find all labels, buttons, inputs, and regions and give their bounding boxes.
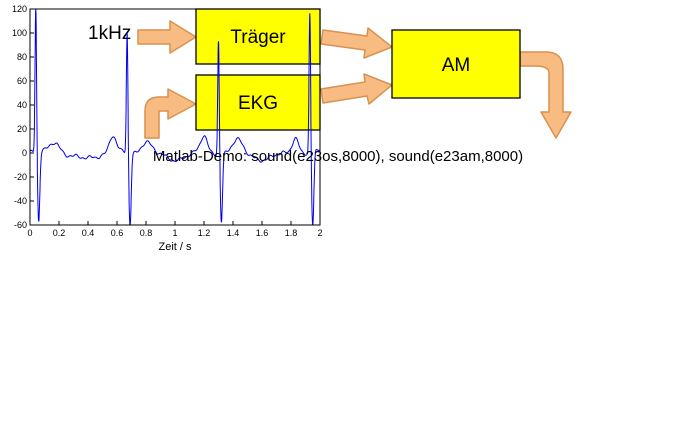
x-tick-label: 0.8 <box>140 228 153 238</box>
x-tick-label: 2 <box>317 228 322 238</box>
y-tick-label: 20 <box>17 124 27 134</box>
ekg-box <box>195 74 321 131</box>
ekg-block-label: EKG <box>238 93 278 114</box>
am-box <box>391 29 521 99</box>
ekg-plot: 0 0.2 0.4 0.6 0.8 1 1.2 1.4 1.6 1.8 2 -60 -40 -20 0 20 4… <box>12 4 323 252</box>
x-tick-label: 1.2 <box>198 228 211 238</box>
arrow-1khz-to-traeger <box>137 20 197 54</box>
x-tick-label: 0 <box>27 228 32 238</box>
axis-box <box>29 8 321 226</box>
arrow-ekg-input <box>144 88 197 139</box>
x-tick-label: 0.2 <box>53 228 66 238</box>
ekg-waveform <box>30 9 320 225</box>
x-tick-label: 1.8 <box>285 228 298 238</box>
y-tick-label: 40 <box>17 100 27 110</box>
y-tick-label: -20 <box>14 172 27 182</box>
traeger-box <box>195 8 321 65</box>
arrow-am-output <box>519 51 572 139</box>
arrow-traeger-to-am <box>320 27 393 59</box>
y-tick-label: 80 <box>17 52 27 62</box>
x-tick-label: 1.4 <box>227 228 240 238</box>
y-tick-label: -40 <box>14 196 27 206</box>
y-tick-label: 0 <box>22 148 27 158</box>
block-diagram-svg: 1kHz Träger EKG AM <box>88 8 572 139</box>
caption: Matlab-Demo: sound(e23os,8000), sound(e2… <box>152 148 524 165</box>
x-axis-label: Zeit / s <box>158 241 192 252</box>
y-tick-label: -60 <box>14 220 27 230</box>
x-tick-label: 1.6 <box>256 228 269 238</box>
traeger-block-label: Träger <box>230 27 286 48</box>
x-tick-label: 0.4 <box>82 228 95 238</box>
am-block-label: AM <box>442 55 471 76</box>
y-tick-label: 120 <box>12 4 27 14</box>
y-tick-label: 100 <box>12 28 27 38</box>
x-tick-label: 0.6 <box>111 228 124 238</box>
input-signal-label: 1kHz <box>88 23 131 44</box>
plot-area <box>30 9 320 225</box>
arrow-ekg-to-am <box>320 73 393 105</box>
y-tick-label: 60 <box>17 76 27 86</box>
x-tick-label: 1 <box>172 228 177 238</box>
